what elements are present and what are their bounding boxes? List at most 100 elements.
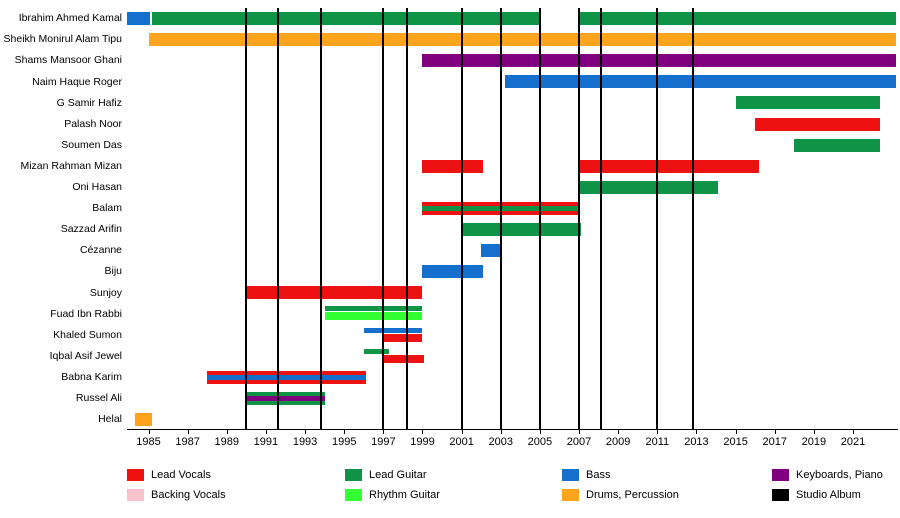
x-axis-year-label: 2009 — [605, 436, 631, 448]
studio-album-line — [538, 8, 541, 429]
member-label: Sunjoy — [89, 286, 122, 299]
timeline-bar-lead_guitar — [461, 223, 581, 236]
timeline-bar-bass — [127, 12, 151, 25]
timeline-bar-stripe-keyboards — [246, 395, 325, 401]
x-axis-year-label: 2013 — [684, 436, 709, 448]
x-axis-tick — [265, 430, 267, 434]
x-axis-year-label: 2019 — [801, 436, 827, 448]
legend-swatch-lead_guitar — [345, 469, 362, 481]
x-axis-year-label: 1993 — [292, 436, 318, 448]
member-row — [127, 409, 898, 430]
member-label: Helal — [98, 413, 122, 426]
x-axis-tick — [774, 430, 776, 434]
x-axis-years: 1985 1987 1989 1991 1993 1995 1997 1999 2001 2003… — [127, 430, 898, 452]
legend-swatch-backing_vocals — [127, 489, 144, 501]
member-row — [127, 388, 898, 409]
member-label: Palash Noor — [64, 117, 122, 130]
timeline-bar-lead_guitar — [579, 12, 897, 25]
member-row — [127, 325, 898, 346]
member-row — [127, 303, 898, 324]
studio-album-line — [499, 8, 502, 429]
x-axis-tick — [226, 430, 228, 434]
x-axis-tick — [187, 430, 189, 434]
x-axis-tick — [422, 430, 424, 434]
legend-swatch-lead_vocals — [127, 469, 144, 481]
timeline-bar-bass — [422, 265, 484, 279]
legend-label: Lead Guitar — [369, 469, 427, 481]
studio-album-line — [276, 8, 279, 429]
legend-label: Studio Album — [796, 489, 861, 501]
studio-album-line — [382, 8, 385, 429]
member-label: Balam — [92, 202, 122, 215]
member-row — [127, 29, 898, 50]
member-label: Shams Mansoor Ghani — [14, 54, 122, 67]
timeline-bar-lead_vocals — [579, 159, 760, 173]
x-axis-year-label: 1991 — [253, 436, 279, 448]
member-label: Cézanne — [79, 244, 122, 257]
legend-label: Lead Vocals — [151, 469, 211, 481]
member-labels-column: Ibrahim Ahmed Kamal Sheikh Monirul Alam T… — [0, 8, 122, 430]
member-row — [127, 282, 898, 303]
member-label: Russel Ali — [75, 391, 122, 404]
studio-album-line — [245, 8, 248, 429]
timeline-bar-drums — [148, 33, 897, 47]
x-axis-tick — [461, 430, 463, 434]
legend-label: Drums, Percussion — [586, 489, 679, 501]
x-axis-tick — [148, 430, 150, 434]
member-label: Soumen Das — [61, 138, 122, 151]
member-row — [127, 135, 898, 156]
legend-label: Backing Vocals — [151, 489, 226, 501]
legend-swatch-bass — [562, 469, 579, 481]
timeline-plot-area — [127, 8, 898, 430]
studio-album-line — [656, 8, 659, 429]
member-label: Fuad Ibn Rabbi — [50, 307, 122, 320]
timeline-bar-lead_guitar — [152, 12, 540, 25]
legend-item-drums: Drums, Percussion — [562, 488, 679, 502]
x-axis-year-label: 2007 — [566, 436, 592, 448]
timeline-bar-lead_guitar — [324, 306, 423, 312]
x-axis-tick — [383, 430, 385, 434]
member-row — [127, 177, 898, 198]
x-axis-tick — [852, 430, 854, 434]
studio-album-line — [691, 8, 694, 429]
timeline-bar-drums — [134, 412, 153, 426]
legend-swatch-keyboards — [772, 469, 789, 481]
x-axis-tick — [500, 430, 502, 434]
x-axis-year-label: 2011 — [645, 436, 670, 448]
member-row — [127, 71, 898, 92]
timeline-bar-bass — [504, 75, 897, 89]
x-axis-year-label: 1997 — [371, 436, 396, 448]
timeline-bar-lead_vocals — [422, 159, 484, 173]
member-label: Oni Hasan — [72, 181, 122, 194]
member-label: Sheikh Monirul Alam Tipu — [3, 33, 122, 46]
legend-item-bass: Bass — [562, 468, 610, 482]
x-axis-tick — [305, 430, 307, 434]
timeline-bar-stripe-bass — [207, 374, 366, 380]
legend-item-lead_guitar: Lead Guitar — [345, 468, 426, 482]
x-axis-year-label: 1987 — [175, 436, 200, 448]
legend-item-backing_vocals: Backing Vocals — [127, 488, 226, 502]
x-axis-year-label: 2017 — [762, 436, 787, 448]
timeline-bar-keyboards — [422, 54, 897, 68]
timeline-bar-bass — [481, 244, 501, 258]
member-label: Ibrahim Ahmed Kamal — [18, 12, 122, 25]
member-row — [127, 346, 898, 367]
member-row — [127, 240, 898, 261]
member-label: G Samir Hafiz — [56, 96, 122, 109]
member-label: Iqbal Asif Jewel — [49, 349, 122, 362]
member-label: Babna Karim — [61, 370, 122, 383]
member-label: Sazzad Arifin — [60, 223, 122, 236]
timeline-bar-lead_vocals — [383, 354, 425, 363]
x-axis-year-label: 2021 — [840, 436, 866, 448]
member-row — [127, 50, 898, 71]
studio-album-line — [460, 8, 463, 429]
legend-swatch-rhythm_guitar — [345, 489, 362, 501]
timeline-bar-rhythm_guitar — [324, 312, 423, 321]
legend-item-rhythm_guitar: Rhythm Guitar — [345, 488, 440, 502]
x-axis-year-label: 2015 — [723, 436, 748, 448]
x-axis-tick — [579, 430, 581, 434]
x-axis-year-label: 2001 — [449, 436, 474, 448]
studio-album-line — [405, 8, 408, 429]
member-row — [127, 156, 898, 177]
legend-item-keyboards: Keyboards, Piano — [772, 468, 883, 482]
